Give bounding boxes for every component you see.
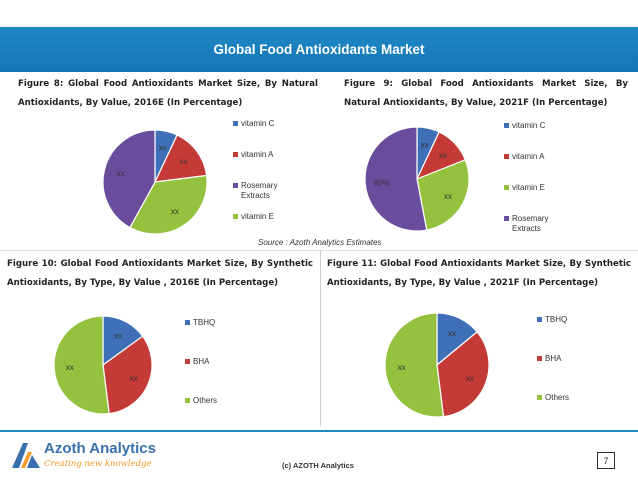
azoth-logo-icon: [12, 443, 40, 468]
legend-swatch-0-rosemary-extracts: [233, 183, 238, 188]
data-label-0-rosemary-extracts: xx: [117, 169, 125, 178]
legend-swatch-0-vitamin-a: [233, 152, 238, 157]
pie-slice-0-vitamin-e: [129, 174, 208, 235]
legend-swatch-1-vitamin-c: [504, 123, 509, 128]
column-divider: [320, 250, 321, 426]
legend-label-2-others: Others: [193, 396, 217, 405]
legend-swatch-3-tbhq: [537, 317, 542, 322]
figure-9-title: Figure 9: Global Food Antioxidants Marke…: [344, 79, 628, 108]
legend-label-3-others: Others: [545, 393, 569, 402]
figure-11-title: Figure 11: Global Food Antioxidants Mark…: [327, 259, 631, 288]
page-title: Global Food Antioxidants Market: [0, 27, 638, 72]
figure-10-title: Figure 10: Global Food Antioxidants Mark…: [7, 259, 313, 288]
legend-label-3-tbhq: TBHQ: [545, 315, 567, 324]
source-note: Source : Azoth Analytics Estimates: [258, 238, 382, 247]
data-label-1-vitamin-c: xx: [421, 140, 429, 149]
legend-label-1-vitamin-e: vitamin E: [512, 183, 545, 192]
legend-label-1-vitamin-c: vitamin C: [512, 121, 546, 130]
legend-label-2-tbhq: TBHQ: [193, 318, 215, 327]
pie-slice-1-vitamin-e: [416, 159, 470, 231]
figure-8-title: Figure 8: Global Food Antioxidants Marke…: [18, 79, 318, 108]
data-label-3-bha: xx: [466, 374, 474, 383]
legend-label-0-vitamin-c: vitamin C: [241, 119, 275, 128]
legend-swatch-3-others: [537, 395, 542, 400]
data-label-2-bha: xx: [130, 374, 138, 383]
data-label-2-others: xx: [66, 363, 74, 372]
legend-label-0-rosemary-extracts: Rosemary Extracts: [241, 181, 277, 200]
data-label-1-vitamin-e: xx: [444, 192, 452, 201]
pie-slice-3-bha: [436, 331, 490, 418]
pie-slice-2-bha: [102, 335, 153, 415]
legend-swatch-3-bha: [537, 356, 542, 361]
legend-swatch-1-vitamin-e: [504, 185, 509, 190]
data-label-0-vitamin-c: xx: [159, 143, 167, 152]
data-label-0-vitamin-a: xx: [180, 157, 188, 166]
pie-slice-0-vitamin-a: [153, 134, 208, 183]
page-number: 7: [597, 452, 615, 469]
legend-label-1-rosemary-extracts: Rosemary Extracts: [512, 214, 548, 233]
brand-name: Azoth Analytics: [44, 440, 156, 457]
legend-swatch-1-rosemary-extracts: [504, 216, 509, 221]
legend-swatch-1-vitamin-a: [504, 154, 509, 159]
legend-swatch-2-others: [185, 398, 190, 403]
legend-label-1-vitamin-a: vitamin A: [512, 152, 545, 161]
brand-tagline: Creating new knowledge: [44, 459, 152, 469]
legend-swatch-0-vitamin-e: [233, 214, 238, 219]
data-label-0-vitamin-e: xx: [171, 207, 179, 216]
pie-slice-2-others: [53, 315, 110, 415]
data-label-3-others: xx: [398, 363, 406, 372]
pie-slice-3-others: [384, 312, 445, 418]
legend-label-0-vitamin-e: vitamin E: [241, 212, 274, 221]
copyright-text: (c) AZOTH Analytics: [282, 461, 354, 470]
legend-label-2-bha: BHA: [193, 357, 210, 366]
legend-swatch-2-tbhq: [185, 320, 190, 325]
data-label-3-tbhq: xx: [448, 329, 456, 338]
legend-label-0-vitamin-a: vitamin A: [241, 150, 274, 159]
data-label-2-tbhq: xx: [114, 331, 122, 340]
legend-swatch-0-vitamin-c: [233, 121, 238, 126]
legend-swatch-2-bha: [185, 359, 190, 364]
data-label-1-rosemary-extracts: 60%: [374, 178, 390, 187]
pie-slice-1-rosemary-extracts: [364, 126, 428, 232]
legend-label-3-bha: BHA: [545, 354, 562, 363]
section-divider: [0, 250, 638, 251]
footer-rule: [0, 430, 638, 432]
pie-slice-0-rosemary-extracts: [102, 129, 156, 229]
data-label-1-vitamin-a: xx: [439, 151, 447, 160]
